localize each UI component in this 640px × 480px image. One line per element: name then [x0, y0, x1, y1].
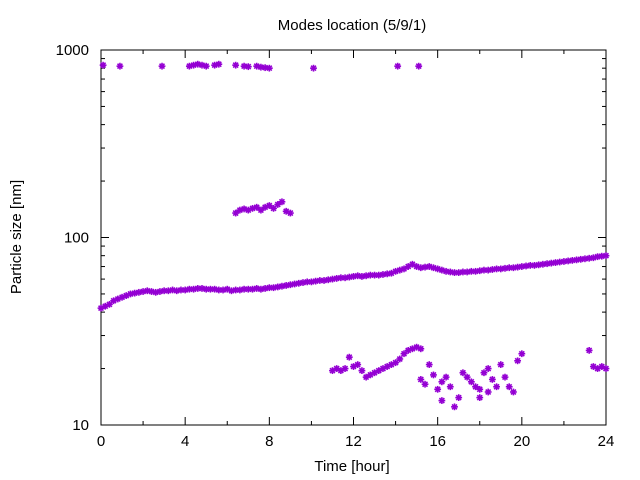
data-point — [510, 388, 517, 396]
data-point — [116, 62, 124, 70]
data-point — [148, 288, 155, 295]
data-point — [354, 361, 362, 368]
data-point — [257, 206, 265, 214]
data-point — [358, 367, 366, 375]
data-point — [476, 394, 484, 402]
data-point — [438, 378, 446, 386]
x-tick-label: 0 — [97, 433, 105, 450]
data-point — [480, 369, 488, 377]
data-point — [265, 64, 273, 72]
data-point — [476, 385, 484, 393]
data-point — [291, 280, 298, 288]
data-point — [308, 278, 315, 286]
data-point — [446, 383, 454, 391]
data-point — [442, 373, 450, 381]
data-point — [497, 361, 505, 368]
data-point — [488, 376, 496, 383]
data-point — [585, 346, 593, 354]
data-point — [518, 350, 526, 358]
data-point — [425, 263, 433, 270]
data-point — [514, 357, 522, 365]
chart-title: Modes location (5/9/1) — [278, 17, 426, 34]
data-points — [97, 60, 610, 411]
data-point — [531, 261, 538, 269]
data-point — [430, 371, 437, 379]
axis-ticks — [100, 49, 607, 426]
x-tick-label: 8 — [265, 433, 273, 450]
data-point — [602, 252, 610, 260]
data-point — [232, 209, 240, 217]
data-point — [602, 365, 610, 372]
data-point — [409, 345, 416, 353]
data-point — [173, 287, 181, 295]
data-point — [417, 376, 425, 383]
data-point — [493, 383, 500, 391]
data-point — [156, 288, 164, 295]
data-point — [421, 380, 429, 388]
x-tick-label: 24 — [598, 433, 615, 450]
data-point — [484, 365, 492, 372]
data-point — [467, 378, 475, 386]
data-point — [463, 373, 471, 381]
x-tick-label: 16 — [429, 433, 446, 450]
data-point — [341, 365, 349, 372]
data-point — [278, 198, 286, 206]
data-point — [127, 290, 134, 298]
data-point — [459, 369, 467, 377]
data-point — [202, 62, 210, 70]
data-point — [396, 355, 404, 363]
x-tick-label: 20 — [513, 433, 530, 450]
data-point — [299, 279, 307, 286]
data-point — [215, 60, 223, 68]
data-point — [505, 383, 513, 391]
data-point — [438, 397, 446, 404]
data-point — [484, 388, 492, 396]
data-point — [345, 353, 353, 361]
data-point — [286, 209, 294, 217]
data-point — [434, 385, 442, 393]
data-point — [417, 345, 425, 353]
data-point — [438, 266, 446, 274]
x-tick-label: 12 — [345, 433, 362, 450]
x-tick-label: 4 — [181, 433, 189, 450]
data-point — [232, 61, 240, 69]
data-point — [158, 62, 166, 70]
data-point — [131, 289, 139, 297]
data-point — [310, 64, 317, 72]
data-point — [451, 403, 458, 411]
data-point — [501, 373, 509, 381]
data-point — [415, 62, 423, 70]
data-point — [99, 61, 107, 69]
y-tick-label: 1000 — [56, 42, 89, 59]
data-point — [244, 63, 252, 71]
data-point — [455, 394, 463, 402]
y-axis-label: Particle size [nm] — [8, 180, 25, 294]
data-point — [425, 361, 433, 368]
data-point — [164, 287, 172, 295]
y-tick-label: 100 — [64, 230, 89, 247]
data-point — [394, 62, 402, 70]
x-axis-label: Time [hour] — [314, 458, 389, 475]
data-point — [476, 267, 484, 275]
axis-tick-labels: 0 4 8 12 16 20 24 10 100 1000 — [56, 42, 615, 450]
y-tick-label: 10 — [72, 417, 89, 434]
